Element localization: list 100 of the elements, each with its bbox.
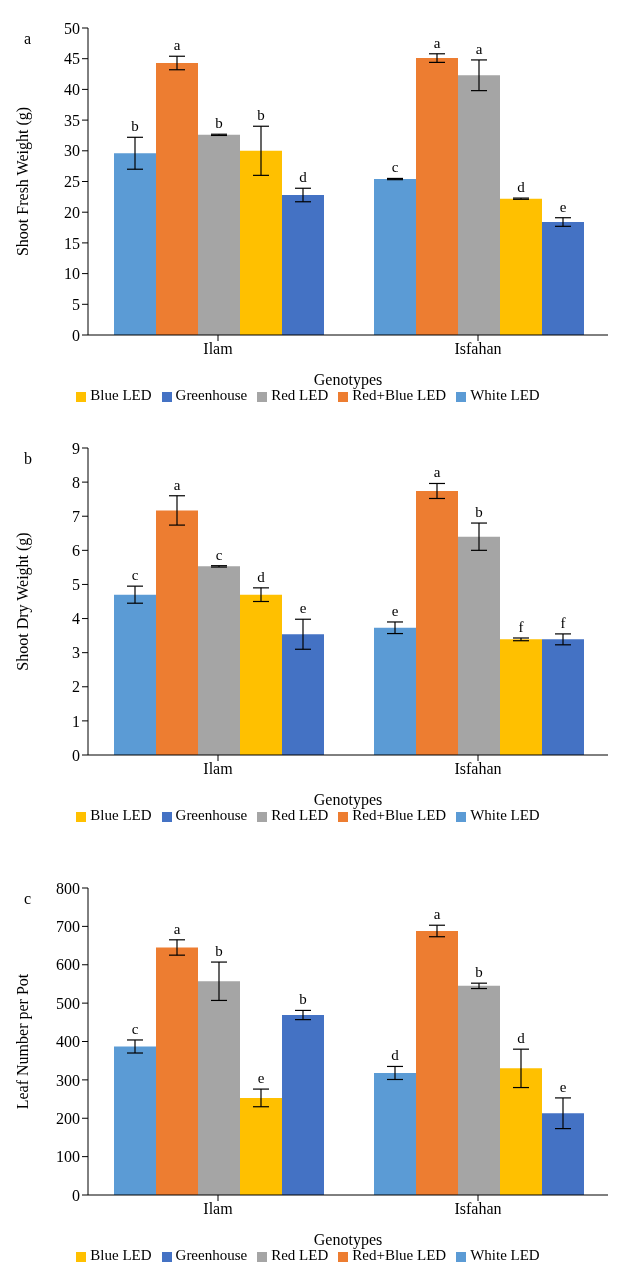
data-label: a	[475, 40, 483, 57]
y-tick-label: 0	[72, 746, 80, 764]
y-tick-label: 15	[64, 234, 80, 252]
y-axis-title: Shoot Fresh Weight (g)	[13, 106, 32, 257]
data-label: e	[257, 1070, 265, 1087]
data-label: c	[131, 567, 139, 584]
x-tick-label: Isfahan	[454, 1200, 502, 1218]
data-label: f	[560, 614, 566, 631]
data-label: d	[257, 568, 266, 585]
legend-label: White LED	[470, 807, 540, 823]
legend-label: Greenhouse	[175, 387, 248, 403]
legend-label: Red+Blue LED	[352, 387, 447, 403]
y-tick-label: 8	[72, 473, 80, 491]
y-tick-label: 45	[64, 50, 80, 68]
bar	[282, 634, 324, 755]
data-label: b	[215, 943, 223, 960]
bar	[240, 1097, 282, 1195]
y-tick-label: 20	[64, 203, 80, 221]
data-label: d	[517, 179, 526, 196]
y-tick-label: 50	[64, 19, 80, 37]
bar	[114, 594, 156, 755]
bar	[282, 1015, 324, 1195]
data-label: b	[257, 107, 265, 124]
chart-title: b	[24, 450, 32, 468]
data-label: a	[433, 34, 441, 51]
x-tick-label: Isfahan	[454, 340, 502, 358]
bar	[114, 1046, 156, 1195]
legend-label: Blue LED	[90, 807, 152, 823]
legend-label: Red LED	[271, 807, 329, 823]
y-tick-label: 2	[72, 678, 80, 696]
bar	[156, 947, 198, 1195]
y-tick-label: 700	[56, 918, 80, 936]
legend-label: White LED	[470, 1247, 540, 1263]
y-tick-label: 200	[56, 1109, 80, 1127]
data-label: b	[475, 964, 483, 981]
legend-label: Red LED	[271, 387, 329, 403]
bar	[542, 639, 584, 755]
bar	[198, 981, 240, 1195]
data-label: b	[215, 115, 223, 132]
data-label: a	[433, 464, 441, 481]
y-axis-title: Shoot Dry Weight (g)	[13, 532, 32, 671]
data-label: b	[299, 991, 307, 1008]
y-tick-label: 1	[72, 712, 80, 730]
y-tick-label: 7	[72, 507, 80, 525]
bar	[374, 627, 416, 755]
bar	[156, 63, 198, 335]
legend-label: Greenhouse	[175, 807, 248, 823]
y-tick-label: 500	[56, 994, 80, 1012]
y-tick-label: 400	[56, 1033, 80, 1051]
bar	[198, 134, 240, 335]
y-tick-label: 4	[72, 610, 80, 628]
x-axis-title: Genotypes	[313, 1231, 383, 1249]
legend-label: Greenhouse	[175, 1247, 248, 1263]
legend-label: Blue LED	[90, 1247, 152, 1263]
y-tick-label: 9	[72, 439, 80, 457]
data-label: d	[299, 169, 308, 186]
y-tick-label: 30	[64, 142, 80, 160]
y-tick-label: 5	[72, 576, 80, 594]
data-label: a	[173, 476, 181, 493]
bar	[282, 195, 324, 335]
data-label: a	[173, 920, 181, 937]
data-label: a	[173, 37, 181, 54]
data-label: b	[475, 504, 483, 521]
bar	[416, 930, 458, 1195]
data-label: e	[559, 1078, 567, 1095]
bar	[500, 639, 542, 755]
data-label: e	[559, 198, 567, 215]
y-axis-title: Leaf Number per Pot	[13, 973, 32, 1110]
data-label: c	[391, 159, 399, 176]
y-tick-label: 25	[64, 173, 80, 191]
x-tick-label: Isfahan	[454, 760, 502, 778]
chart-title: a	[24, 30, 32, 48]
bar	[500, 1068, 542, 1195]
bar	[500, 198, 542, 335]
bar	[240, 594, 282, 755]
y-tick-label: 800	[56, 879, 80, 897]
data-label: d	[391, 1047, 400, 1064]
data-label: c	[131, 1020, 139, 1037]
x-axis-title: Genotypes	[313, 791, 383, 809]
y-tick-label: 600	[56, 956, 80, 974]
x-tick-label: Ilam	[203, 760, 234, 778]
bar	[374, 179, 416, 335]
y-tick-label: 100	[56, 1148, 80, 1166]
y-tick-label: 6	[72, 542, 80, 560]
legend-label: Red LED	[271, 1247, 329, 1263]
y-tick-label: 5	[72, 295, 80, 313]
legend-label: Blue LED	[90, 387, 152, 403]
bar	[458, 985, 500, 1195]
data-label: f	[518, 619, 524, 635]
data-label: b	[131, 118, 139, 135]
data-label: d	[517, 1030, 526, 1047]
x-tick-label: Ilam	[203, 340, 234, 358]
bar	[240, 150, 282, 335]
bar	[458, 75, 500, 335]
data-label: a	[433, 906, 441, 923]
legend-label: White LED	[470, 387, 540, 403]
bar	[416, 490, 458, 755]
data-label: e	[391, 602, 399, 619]
x-axis-title: Genotypes	[313, 371, 383, 389]
data-label: c	[215, 546, 223, 563]
